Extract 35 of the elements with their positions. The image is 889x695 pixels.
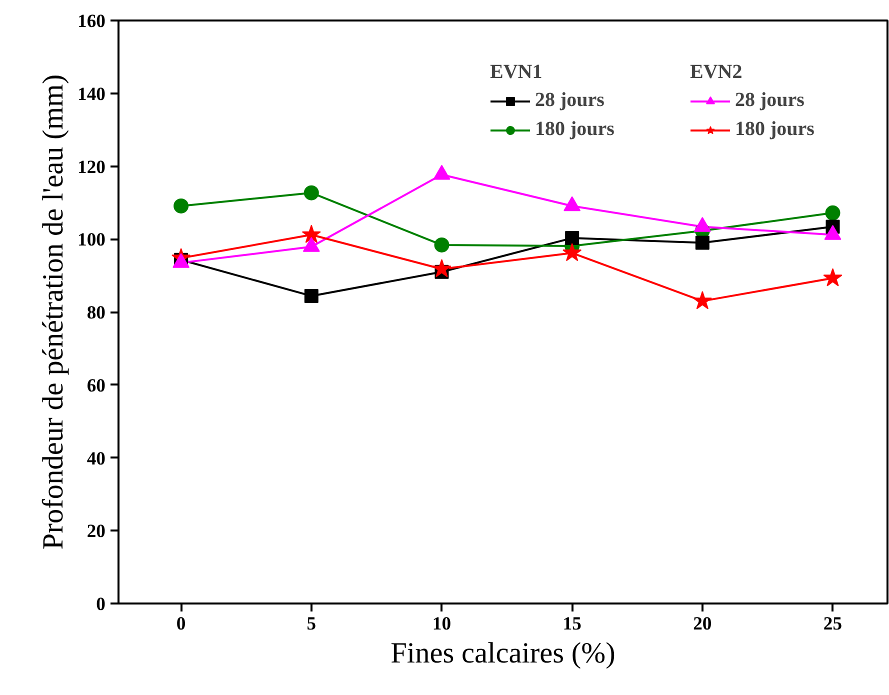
- y-tick-label: 60: [86, 375, 106, 396]
- point: [692, 291, 712, 310]
- point: [434, 237, 450, 252]
- x-tick-label: 0: [176, 614, 186, 634]
- x-axis-title: Fines calcaires (%): [390, 638, 616, 670]
- y-tick-label: 0: [96, 594, 106, 615]
- y-tick-label: 120: [78, 156, 106, 178]
- x-tick-label: 10: [432, 614, 452, 634]
- point: [825, 205, 840, 220]
- y-tick-label: 80: [86, 302, 106, 324]
- legend-label: 28 jours: [535, 89, 604, 112]
- x-tick-label: 5: [306, 614, 316, 634]
- point: [304, 288, 318, 303]
- x-tick-label: 20: [693, 614, 712, 634]
- point: [302, 224, 321, 243]
- y-axis-title: Profondeur de pénétration de l'eau (mm): [38, 74, 70, 550]
- point: [565, 231, 580, 246]
- point: [695, 236, 710, 250]
- annotation: EVN1: [490, 61, 544, 84]
- point: [304, 185, 319, 200]
- y-tick-label: 140: [78, 84, 106, 105]
- y-tick-label: 100: [78, 230, 106, 251]
- annotation: EVN2: [690, 61, 744, 84]
- y-tick-label: 20: [86, 521, 106, 542]
- legend-label: 180 jours: [535, 118, 614, 141]
- x-tick-label: 15: [562, 614, 582, 634]
- point: [432, 259, 452, 278]
- point: [823, 268, 842, 286]
- y-tick-label: 160: [78, 11, 106, 32]
- x-tick-label: 25: [823, 614, 842, 634]
- y-tick-label: 40: [86, 448, 106, 470]
- legend-label: 180 jours: [735, 118, 814, 141]
- legend-label: 28 jours: [735, 89, 804, 112]
- point: [562, 242, 582, 262]
- point: [174, 198, 189, 214]
